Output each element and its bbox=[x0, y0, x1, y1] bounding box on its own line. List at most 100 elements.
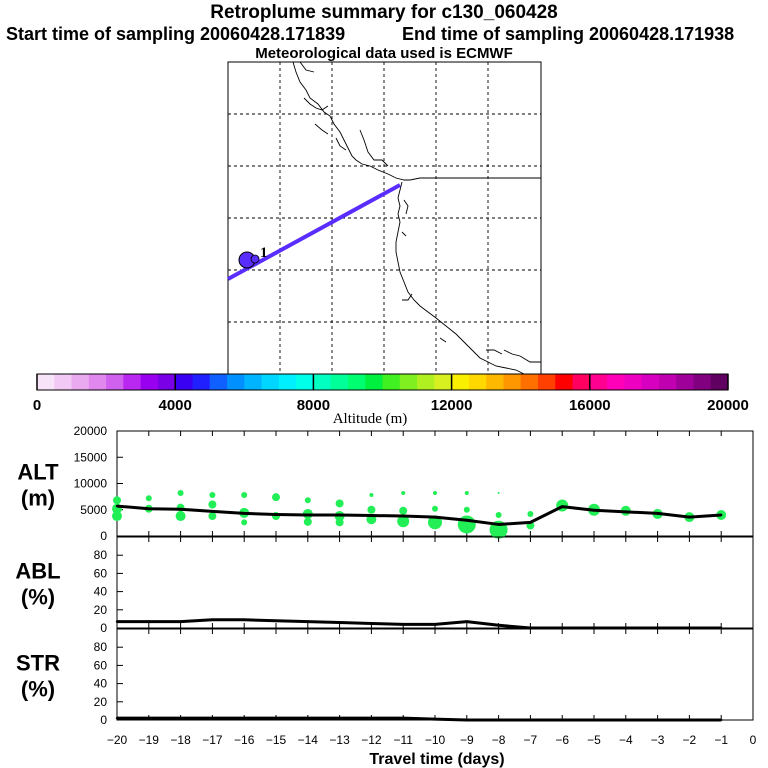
colorbar-swatch bbox=[261, 374, 280, 390]
data-point bbox=[624, 718, 627, 722]
data-point bbox=[211, 618, 214, 622]
colorbar-tick-label: 0 bbox=[33, 397, 41, 414]
altitude-colorbar: 0 4000 8000 12000 16000 20000 Altitude (m) bbox=[33, 373, 749, 427]
data-point bbox=[179, 716, 182, 720]
altitude-spread-bubble bbox=[208, 512, 217, 521]
panel-frame bbox=[116, 628, 754, 721]
colorbar-swatch bbox=[693, 374, 712, 390]
panel-str: 0 20 40 60 80 STR(%) bbox=[16, 628, 754, 727]
x-tick-label: −5 bbox=[587, 733, 601, 747]
colorbar-tick-label: 4000 bbox=[159, 397, 192, 414]
colorbar-swatch bbox=[555, 374, 574, 390]
colorbar-tick-label: 12000 bbox=[431, 397, 473, 414]
y-tick-label: 10000 bbox=[74, 477, 108, 491]
colorbar-swatch bbox=[37, 374, 55, 390]
altitude-spread-bubble bbox=[433, 490, 437, 495]
altitude-spread-bubble bbox=[208, 500, 217, 509]
series-line-alt bbox=[116, 504, 722, 526]
summary-panels: 05000100001500020000ALT(m)020406080ABL(%… bbox=[15, 424, 756, 747]
colorbar-swatch bbox=[417, 374, 435, 390]
y-tick-label: 15000 bbox=[74, 450, 108, 464]
data-point bbox=[179, 508, 182, 511]
colorbar-swatch bbox=[278, 374, 297, 390]
meteorological-data-note: Meteorological data used is ECMWF bbox=[255, 45, 513, 62]
x-tick-label: −16 bbox=[234, 733, 255, 747]
y-tick-label: 0 bbox=[100, 621, 107, 635]
x-tick-label: −8 bbox=[492, 733, 506, 747]
data-point bbox=[370, 514, 373, 517]
data-point bbox=[306, 620, 309, 623]
data-point bbox=[147, 716, 150, 720]
panel-alt: 0 5000 10000 15000 20000 ALT(m) bbox=[17, 424, 754, 543]
altitude-spread-bubble bbox=[303, 517, 312, 526]
data-point bbox=[211, 510, 214, 513]
altitude-spread-bubble bbox=[304, 497, 311, 504]
x-tick-label: −20 bbox=[107, 733, 128, 747]
chart-title: Retroplume summary for c130_060428 bbox=[210, 2, 558, 23]
colorbar-swatch bbox=[468, 374, 487, 390]
data-point bbox=[561, 718, 564, 722]
colorbar-swatch bbox=[227, 374, 245, 390]
data-point bbox=[720, 718, 723, 722]
x-tick-label: −19 bbox=[139, 733, 160, 747]
plume-label: 1 bbox=[260, 245, 268, 261]
altitude-spread-bubble bbox=[112, 511, 122, 522]
data-point bbox=[179, 620, 182, 623]
altitude-spread-bubble bbox=[401, 490, 406, 495]
altitude-spread-bubble bbox=[399, 506, 408, 515]
map-gridlines bbox=[228, 62, 541, 374]
colorbar-swatch bbox=[658, 374, 677, 390]
x-tick-label: −15 bbox=[266, 733, 287, 747]
data-point bbox=[529, 521, 532, 524]
colorbar-swatch bbox=[537, 374, 556, 390]
altitude-spread-bubble bbox=[241, 492, 248, 499]
colorbar-swatch bbox=[486, 374, 504, 390]
x-tick-label: −6 bbox=[555, 733, 569, 747]
data-point bbox=[243, 618, 246, 622]
data-point bbox=[370, 622, 373, 625]
data-point bbox=[115, 620, 119, 623]
altitude-spread-bubble bbox=[432, 505, 438, 512]
data-point bbox=[688, 515, 691, 519]
altitude-spread-bubble bbox=[463, 506, 470, 513]
x-tick-label: −13 bbox=[329, 733, 350, 747]
y-tick-label: 80 bbox=[94, 640, 108, 654]
panel-ylabel-unit: (%) bbox=[21, 677, 55, 702]
x-tick-label: −18 bbox=[170, 733, 191, 747]
data-point bbox=[306, 513, 309, 517]
y-tick-label: 60 bbox=[94, 658, 108, 672]
colorbar-swatch bbox=[572, 374, 591, 390]
data-point bbox=[465, 519, 468, 522]
data-point bbox=[402, 716, 405, 720]
x-tick-label: −2 bbox=[683, 733, 697, 747]
series-line-abl bbox=[117, 618, 722, 630]
data-point bbox=[656, 512, 659, 515]
data-point bbox=[592, 718, 596, 722]
x-tick-label: 0 bbox=[750, 733, 757, 747]
trajectory-map: 1 bbox=[227, 61, 542, 375]
colorbar-swatch bbox=[106, 374, 124, 390]
colorbar-swatch bbox=[607, 374, 625, 390]
data-point bbox=[274, 716, 278, 720]
x-tick-labels: −20 −19 −18 −17 −16 −15 −14 −13 −12 −11 −10 −9 −8 −7−… bbox=[107, 733, 757, 747]
panel-frame bbox=[116, 536, 754, 629]
x-tick-label: −11 bbox=[393, 733, 413, 747]
colorbar-swatch bbox=[54, 374, 73, 390]
data-point bbox=[465, 718, 468, 722]
data-point bbox=[402, 514, 405, 518]
panel-ylabel-name: ALT bbox=[17, 460, 59, 485]
x-tick-label: −17 bbox=[202, 733, 223, 747]
colorbar-swatch bbox=[520, 374, 539, 390]
data-point bbox=[529, 718, 532, 722]
data-point bbox=[561, 505, 564, 508]
data-point bbox=[147, 507, 150, 510]
x-tick-label: −10 bbox=[425, 733, 446, 747]
x-tick-label: −1 bbox=[714, 733, 728, 747]
altitude-spread-bubble bbox=[241, 519, 248, 526]
data-point bbox=[402, 623, 405, 626]
data-point bbox=[274, 619, 278, 622]
plume-centroid-marker-small bbox=[250, 254, 260, 264]
y-tick-label: 60 bbox=[94, 566, 108, 580]
data-point bbox=[497, 718, 500, 722]
x-tick-label: −12 bbox=[361, 733, 382, 747]
